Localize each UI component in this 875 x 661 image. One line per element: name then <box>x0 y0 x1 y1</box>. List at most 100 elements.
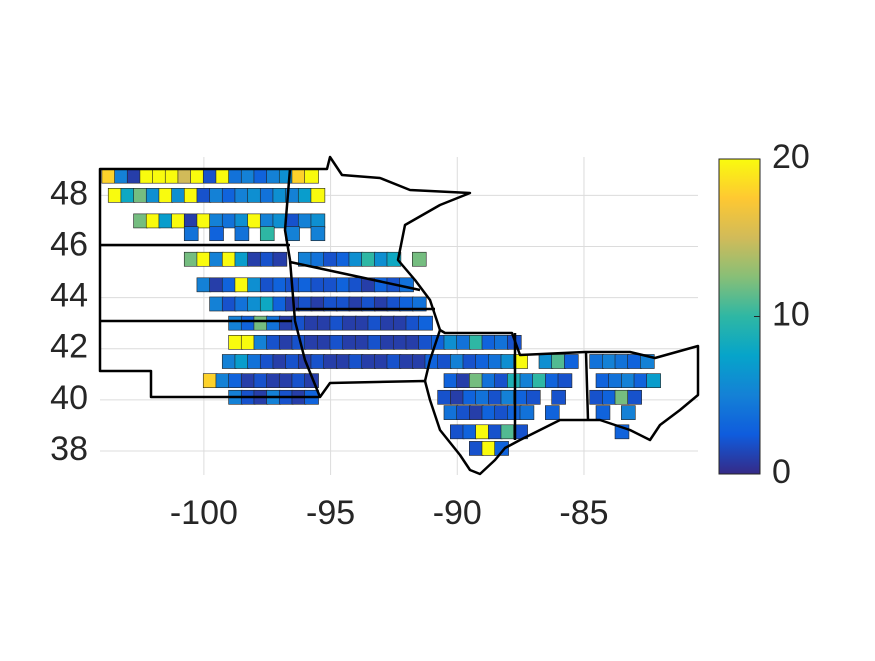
county <box>494 405 509 420</box>
county <box>266 168 281 184</box>
county <box>234 213 250 229</box>
county <box>221 251 237 267</box>
county <box>228 334 243 350</box>
county <box>278 315 294 331</box>
county <box>291 168 307 184</box>
county <box>171 213 186 229</box>
county <box>310 188 326 203</box>
county <box>469 441 484 456</box>
county <box>532 373 547 389</box>
county <box>145 213 161 229</box>
county <box>500 424 516 440</box>
county <box>443 334 459 350</box>
county <box>133 213 148 229</box>
county <box>342 334 357 350</box>
county <box>240 373 256 389</box>
county <box>386 251 402 267</box>
county <box>443 405 459 420</box>
county <box>190 168 205 184</box>
county <box>253 334 269 350</box>
county <box>253 168 269 184</box>
county <box>114 168 129 184</box>
county <box>361 354 376 369</box>
county <box>304 334 319 350</box>
county <box>392 334 408 350</box>
county <box>101 168 117 184</box>
x-tick-label: -85 <box>559 494 608 532</box>
county <box>316 334 332 350</box>
county <box>494 334 509 350</box>
county <box>450 354 465 369</box>
county <box>589 389 604 405</box>
county <box>342 315 357 331</box>
state-outlines <box>98 155 700 476</box>
county <box>126 168 142 184</box>
county <box>259 213 275 229</box>
county <box>373 251 389 267</box>
county <box>164 168 180 184</box>
county <box>253 373 269 389</box>
county <box>310 354 326 369</box>
county <box>412 251 427 267</box>
county <box>481 373 497 389</box>
county <box>551 354 566 369</box>
county <box>259 226 275 242</box>
county <box>481 334 497 350</box>
county <box>399 354 414 369</box>
county <box>221 296 237 312</box>
region-outline <box>98 155 700 476</box>
county <box>488 389 503 405</box>
county <box>120 188 136 203</box>
county <box>228 168 243 184</box>
county <box>646 373 661 389</box>
county <box>475 389 490 405</box>
y-tick-label: 44 <box>50 277 88 315</box>
county <box>475 424 490 440</box>
y-tick-label: 38 <box>50 430 88 468</box>
county <box>348 354 364 369</box>
county <box>259 188 275 203</box>
county <box>259 251 275 267</box>
county <box>627 389 642 405</box>
county <box>310 213 326 229</box>
county <box>183 213 199 229</box>
county <box>450 389 465 405</box>
county <box>183 226 199 242</box>
county <box>209 188 224 203</box>
county <box>494 441 509 456</box>
x-tick-label: -90 <box>433 494 482 532</box>
county <box>621 373 636 389</box>
county <box>595 373 611 389</box>
county <box>240 315 256 331</box>
county <box>627 354 642 369</box>
county <box>259 354 275 369</box>
county <box>323 354 338 369</box>
county <box>538 354 554 369</box>
county <box>589 354 604 369</box>
county <box>488 424 503 440</box>
county <box>614 354 630 369</box>
county <box>209 296 224 312</box>
county <box>526 389 541 405</box>
county <box>297 213 313 229</box>
x-tick-label: -100 <box>170 494 238 532</box>
county <box>196 188 212 203</box>
county <box>234 354 250 369</box>
county <box>469 405 484 420</box>
county <box>152 168 167 184</box>
county <box>297 277 313 293</box>
county <box>602 354 617 369</box>
county <box>367 315 383 331</box>
county <box>348 251 364 267</box>
county <box>221 277 237 293</box>
county <box>259 277 275 293</box>
county <box>595 405 611 420</box>
county <box>443 373 459 389</box>
county <box>266 373 281 389</box>
county <box>367 334 383 350</box>
county <box>278 168 294 184</box>
county <box>405 334 421 350</box>
county <box>177 168 193 184</box>
county <box>329 334 345 350</box>
county <box>285 354 300 369</box>
